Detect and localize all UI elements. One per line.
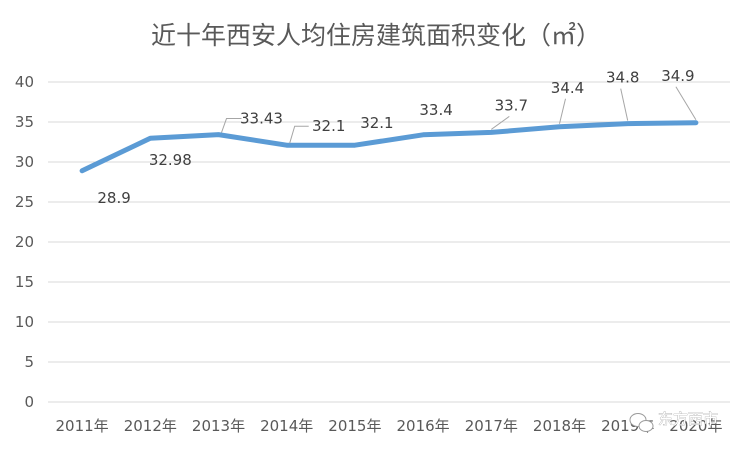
x-tick-label: 2011年	[56, 417, 109, 435]
y-tick-label: 40	[15, 73, 34, 91]
wechat-icon	[629, 413, 654, 432]
x-tick-label: 2018年	[533, 417, 586, 435]
series-line	[79, 120, 699, 174]
data-label: 28.9	[97, 189, 130, 207]
x-tick-label: 2016年	[397, 417, 450, 435]
y-axis: 0 5 10 15 20 25 30 35 40	[15, 73, 34, 411]
label-leader-line	[559, 98, 566, 124]
y-tick-label: 15	[15, 273, 34, 291]
chart-title: 近十年西安人均住房建筑面积变化（㎡）	[151, 21, 601, 50]
y-tick-label: 30	[15, 153, 34, 171]
x-tick-label: 2017年	[465, 417, 518, 435]
data-label: 34.9	[661, 67, 694, 85]
data-label: 33.4	[419, 101, 452, 119]
y-tick-label: 35	[15, 113, 34, 131]
y-tick-label: 20	[15, 233, 34, 251]
data-labels: 28.9 32.98 33.43 32.1 32.1 33.4 33.7 34.4 34.8 34…	[97, 67, 697, 207]
y-tick-label: 0	[24, 393, 34, 411]
y-tick-label: 10	[15, 313, 34, 331]
series-line-path	[79, 120, 699, 174]
data-label: 33.7	[495, 96, 528, 114]
x-tick-label: 2014年	[260, 417, 313, 435]
watermark-text: 东方西市	[658, 410, 718, 428]
label-leader-line	[491, 115, 510, 130]
data-label: 33.43	[240, 110, 283, 128]
label-leader-line	[675, 86, 697, 121]
y-tick-label: 25	[15, 193, 34, 211]
watermark: 东方西市	[629, 410, 718, 432]
data-label: 32.1	[360, 114, 393, 132]
data-label: 34.8	[606, 69, 639, 87]
label-leader-line	[221, 118, 242, 133]
x-tick-label: 2012年	[124, 417, 177, 435]
y-tick-label: 5	[24, 353, 34, 371]
label-leader-line	[289, 125, 309, 144]
x-tick-label: 2020年	[669, 417, 722, 435]
data-label: 34.4	[551, 79, 584, 97]
x-tick-label: 2015年	[328, 417, 381, 435]
data-label: 32.98	[149, 151, 192, 169]
x-tick-label: 2013年	[192, 417, 245, 435]
x-axis: 2011年 2012年 2013年 2014年 2015年 2016年 2017年 2018年…	[56, 417, 723, 435]
gridlines	[48, 81, 730, 403]
data-label: 32.1	[312, 117, 345, 135]
label-leader-line	[620, 88, 629, 121]
